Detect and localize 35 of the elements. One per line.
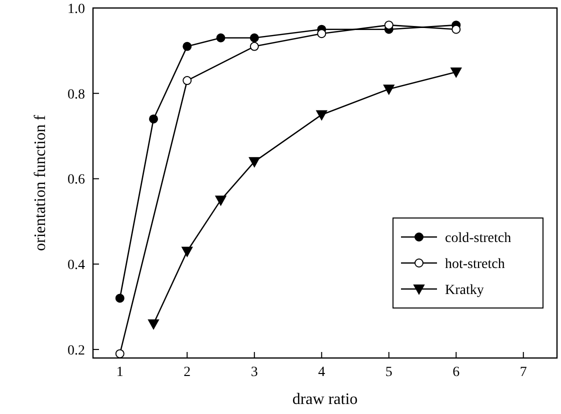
y-axis-title: orientation function f [32,114,49,251]
y-tick-label: 1.0 [68,2,85,17]
y-tick-label: 0.4 [68,258,85,274]
point [215,196,226,206]
point [115,294,124,303]
point [148,319,160,330]
point [317,29,326,38]
x-tick-label: 4 [318,365,326,380]
x-tick-label: 1 [116,365,124,380]
point [450,68,462,78]
x-tick-label: 7 [520,365,527,380]
legend-label: hot-stretch [445,257,505,272]
point [115,349,124,358]
y-tick-label: 0.2 [68,343,85,358]
point [384,20,394,30]
point [149,114,158,124]
point [248,157,260,168]
y-tick-label: 0.8 [68,87,85,102]
y-tick-label: 0.6 [68,172,85,188]
point [452,24,461,34]
x-axis-title: draw ratio [292,391,358,408]
x-tick-label: 2 [184,365,191,380]
x-tick-label: 5 [385,365,392,380]
point [216,33,226,42]
legend-label: cold-stretch [445,231,512,246]
point [383,84,394,95]
point [182,246,193,257]
point [182,76,192,86]
point [250,33,259,42]
x-tick-label: 6 [452,365,460,380]
legend-label: Kratky [445,283,484,298]
point [316,110,328,120]
point [182,42,192,51]
x-tick-label: 3 [250,365,258,380]
point [250,42,259,51]
